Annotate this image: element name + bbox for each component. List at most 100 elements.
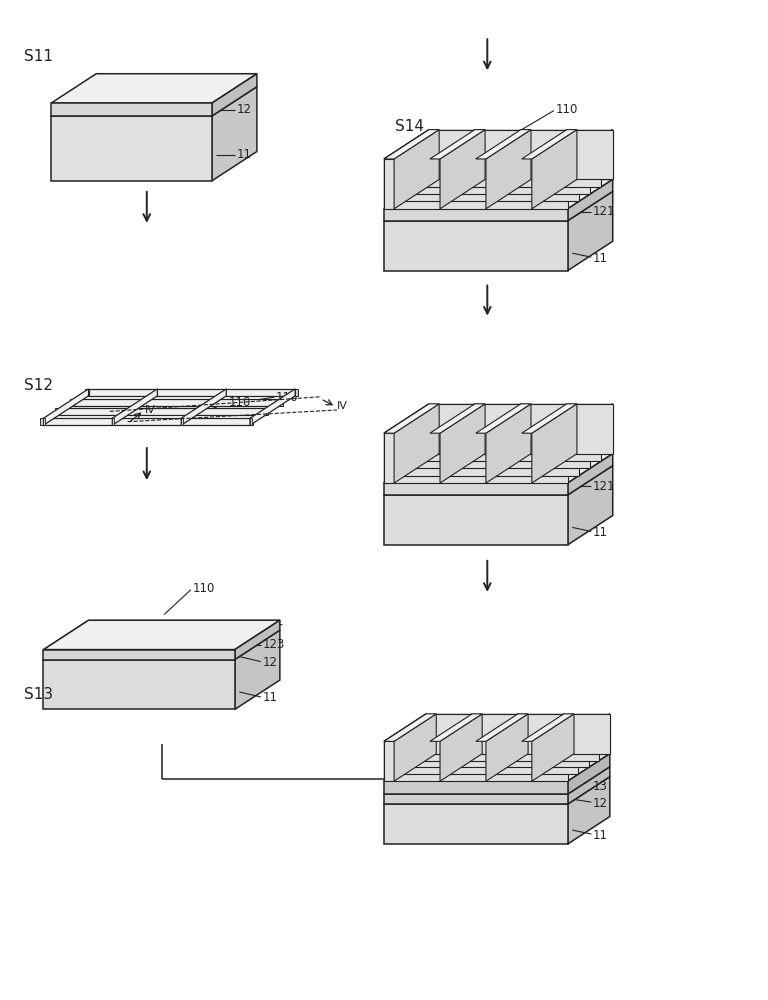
Polygon shape [384,191,613,221]
Polygon shape [58,408,265,415]
Text: 11: 11 [593,252,608,265]
Polygon shape [394,130,439,209]
Polygon shape [521,404,577,433]
Polygon shape [440,130,485,209]
Polygon shape [384,466,613,495]
Polygon shape [51,74,257,103]
Text: 11: 11 [263,691,277,704]
Text: 11: 11 [593,526,608,539]
Polygon shape [384,804,568,844]
Text: 121: 121 [593,205,615,218]
Polygon shape [521,714,574,741]
Polygon shape [44,418,250,425]
Polygon shape [384,777,610,804]
Polygon shape [384,741,568,781]
Polygon shape [44,650,235,660]
Polygon shape [250,389,295,425]
Polygon shape [532,130,577,209]
Polygon shape [532,714,574,781]
Polygon shape [406,143,593,144]
Polygon shape [415,719,601,721]
Polygon shape [568,191,613,271]
Text: S12: S12 [25,378,53,393]
Polygon shape [41,418,44,425]
Polygon shape [74,399,280,406]
Polygon shape [384,767,610,794]
Text: 11: 11 [237,148,251,161]
Polygon shape [568,754,610,794]
Polygon shape [235,630,280,709]
Polygon shape [405,726,591,728]
Polygon shape [568,454,613,495]
Polygon shape [418,135,604,137]
Polygon shape [384,209,568,221]
Polygon shape [396,424,581,426]
Text: S15: S15 [396,433,425,448]
Polygon shape [44,389,88,425]
Polygon shape [532,404,577,483]
Polygon shape [415,721,599,761]
Polygon shape [406,417,593,419]
Text: 12: 12 [237,103,251,116]
Polygon shape [44,620,280,650]
Polygon shape [430,404,485,433]
Polygon shape [426,714,610,754]
Text: 110: 110 [229,396,251,409]
Polygon shape [440,714,482,781]
Polygon shape [384,159,568,209]
Polygon shape [181,418,183,425]
Polygon shape [384,483,568,495]
Polygon shape [384,454,613,483]
Text: 110: 110 [555,103,578,116]
Polygon shape [112,389,157,425]
Polygon shape [44,660,235,709]
Polygon shape [51,103,212,116]
Text: 121: 121 [593,480,615,493]
Polygon shape [396,152,579,201]
Polygon shape [235,620,280,660]
Polygon shape [430,714,482,741]
Text: IV: IV [336,401,347,411]
Polygon shape [568,466,613,545]
Polygon shape [486,714,528,781]
Polygon shape [568,777,610,844]
Polygon shape [384,714,436,741]
Polygon shape [406,144,590,194]
Polygon shape [44,418,45,425]
Text: 116: 116 [276,391,299,404]
Polygon shape [396,426,579,476]
Polygon shape [88,389,295,396]
Text: IV: IV [144,405,155,415]
Polygon shape [406,419,590,468]
Polygon shape [181,389,227,425]
Polygon shape [486,130,531,209]
Polygon shape [280,399,283,406]
Polygon shape [212,74,257,116]
Text: 11: 11 [593,829,608,842]
Polygon shape [55,408,58,415]
Text: 13: 13 [593,780,607,793]
Polygon shape [51,87,257,116]
Polygon shape [384,781,568,794]
Text: 12: 12 [593,797,608,810]
Polygon shape [384,495,568,545]
Polygon shape [112,418,114,425]
Text: S14: S14 [396,119,425,134]
Polygon shape [85,389,88,396]
Polygon shape [71,399,74,406]
Text: 123: 123 [263,638,285,651]
Polygon shape [212,87,257,181]
Polygon shape [295,389,298,396]
Polygon shape [384,157,570,159]
Polygon shape [384,221,568,271]
Polygon shape [568,179,613,221]
Polygon shape [429,404,613,454]
Polygon shape [44,630,280,660]
Polygon shape [429,130,613,179]
Polygon shape [394,714,436,781]
Polygon shape [395,733,581,734]
Polygon shape [250,418,252,425]
Polygon shape [476,714,528,741]
Polygon shape [440,404,485,483]
Polygon shape [521,130,577,159]
